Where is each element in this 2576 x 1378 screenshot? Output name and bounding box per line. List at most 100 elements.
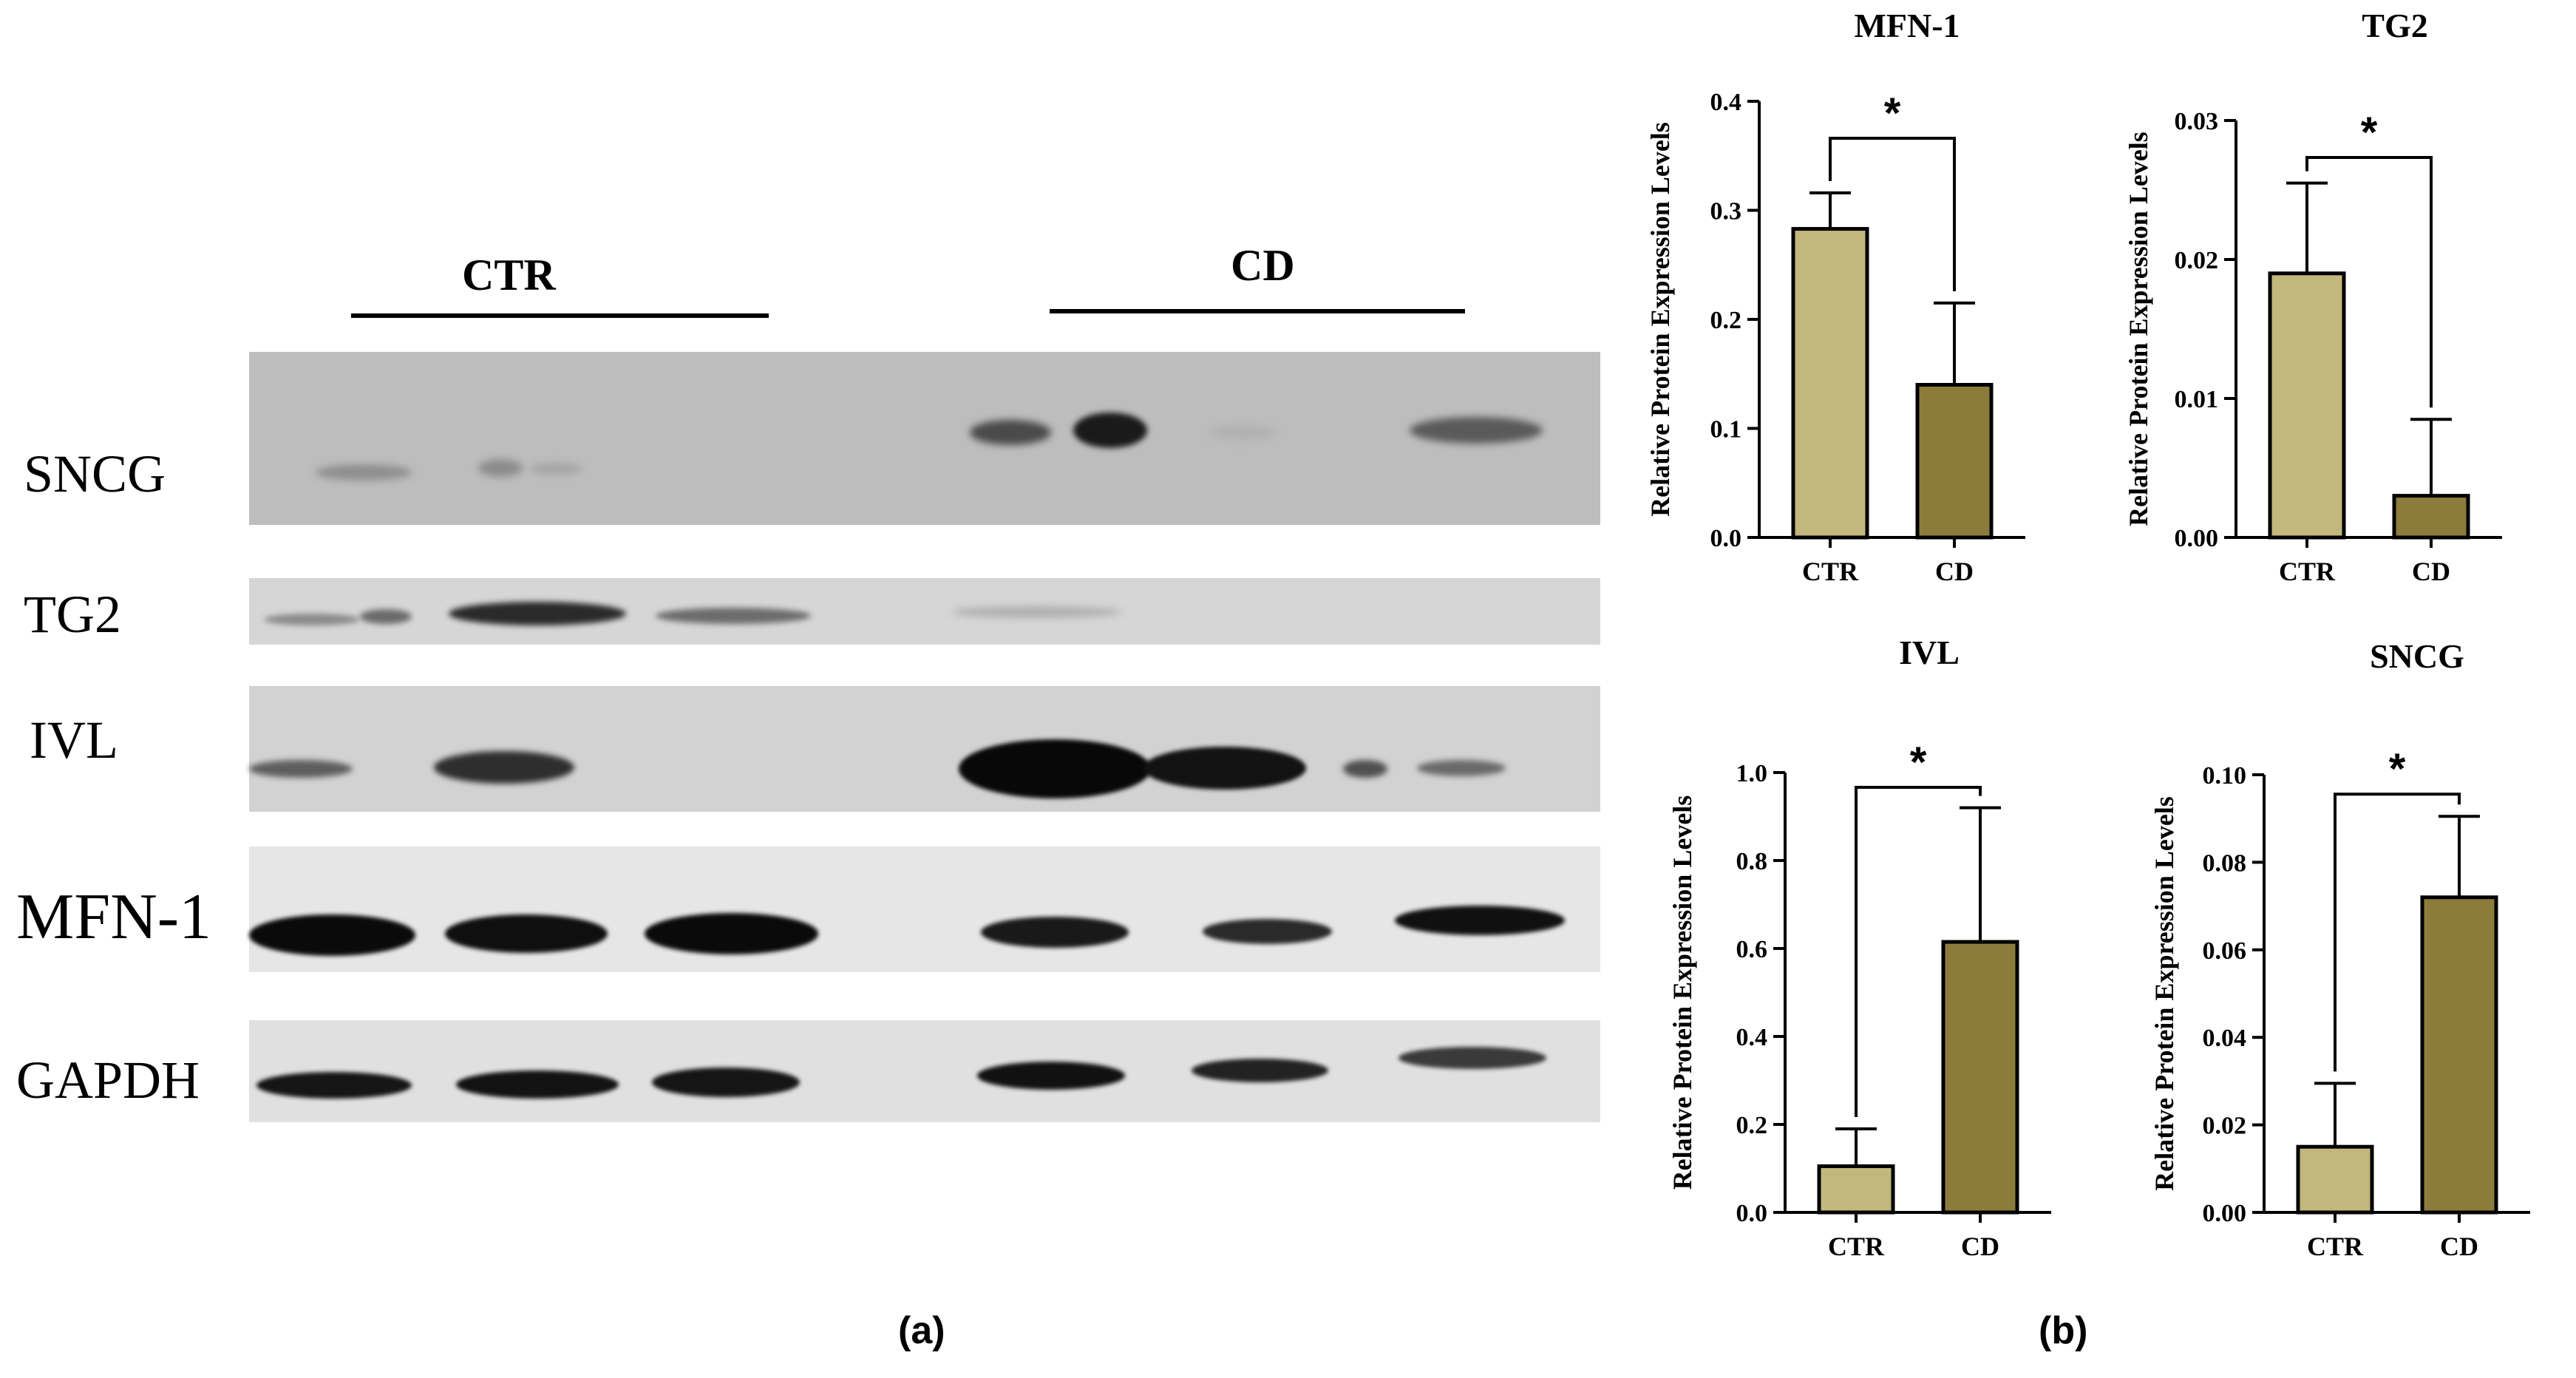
y-tick-label: 0.02 (2203, 1113, 2247, 1140)
chart-title: SNCG (2370, 637, 2464, 675)
y-tick-label: 0.0 (1736, 1200, 1768, 1227)
band (434, 751, 574, 784)
band (951, 606, 1121, 618)
y-tick-label: 0.03 (2175, 108, 2219, 135)
row-label-tg2: TG2 (24, 585, 121, 644)
western-blot-panel: CTR CD SNCG TG2 IVL MFN-1 GAPDH (16, 241, 1600, 1352)
band (1143, 747, 1306, 790)
bar-ctr (2296, 1144, 2374, 1215)
blot-strip-sncg (249, 352, 1600, 525)
band (1210, 426, 1277, 439)
band (445, 914, 608, 953)
panel-label-b: (b) (2039, 1309, 2088, 1352)
band (360, 609, 412, 624)
y-tick-label: 0.8 (1736, 848, 1768, 875)
y-tick-label: 0.6 (1736, 936, 1768, 963)
y-tick-label: 0.2 (1710, 307, 1742, 334)
x-tick-label: CD (1935, 557, 1974, 586)
group-label-ctr: CTR (462, 251, 556, 299)
band (652, 1068, 800, 1097)
blot-strip-ivl (249, 686, 1600, 812)
band (970, 420, 1051, 445)
chart-title: IVL (1899, 634, 1960, 671)
significance-marker: * (1884, 89, 1901, 138)
significance-bracket (2334, 792, 2461, 1072)
significance-bracket (1855, 786, 1982, 1117)
band (249, 760, 353, 778)
bar-cd (1941, 940, 2019, 1215)
y-axis-label: Relative Protein Expression Levels (1645, 122, 1675, 517)
band (977, 1062, 1125, 1090)
group-line-ctr (351, 313, 769, 318)
band (1192, 1059, 1328, 1082)
band (981, 917, 1129, 948)
y-tick-label: 0.04 (2203, 1025, 2247, 1052)
x-tick-label: CD (2440, 1232, 2478, 1261)
bar-ctr (1791, 227, 1869, 540)
y-tick-label: 0.2 (1736, 1112, 1768, 1139)
band (456, 1070, 619, 1099)
y-tick-label: 0.4 (1736, 1024, 1768, 1051)
y-tick-label: 0.06 (2203, 937, 2247, 965)
band (645, 913, 818, 954)
y-tick-label: 0.02 (2175, 247, 2219, 274)
y-axis-label: Relative Protein Expression Levels (1668, 795, 1697, 1190)
y-axis-label: Relative Protein Expression Levels (2150, 796, 2179, 1191)
y-tick-label: 0.10 (2203, 762, 2247, 790)
group-line-cd (1050, 309, 1465, 313)
x-tick-label: CTR (1828, 1232, 1885, 1261)
blot-strip-mfn1 (249, 846, 1600, 972)
band (449, 602, 626, 625)
band (1395, 906, 1565, 935)
band (1343, 760, 1387, 778)
blot-strip-tg2 (249, 578, 1600, 645)
x-tick-label: CTR (2307, 1232, 2364, 1261)
significance-marker: * (1910, 739, 1927, 787)
y-tick-label: 0.1 (1710, 416, 1742, 444)
bar-cd (1915, 383, 1994, 540)
row-label-sncg: SNCG (24, 444, 166, 503)
y-axis-label: Relative Protein Expression Levels (2124, 132, 2153, 526)
band (1073, 413, 1147, 448)
band (1203, 919, 1332, 944)
band (264, 614, 360, 625)
significance-marker: * (2389, 745, 2406, 793)
y-tick-label: 0.08 (2203, 849, 2247, 877)
band (249, 914, 415, 956)
y-tick-label: 0.00 (2175, 525, 2219, 552)
chart-title: TG2 (2362, 7, 2427, 44)
y-tick-label: 0.4 (1710, 89, 1742, 116)
y-tick-label: 0.01 (2175, 386, 2219, 413)
band (256, 1072, 412, 1099)
bar-ctr (1817, 1164, 1895, 1215)
y-tick-label: 0.0 (1710, 525, 1742, 552)
x-tick-label: CD (2412, 557, 2450, 586)
band (316, 464, 412, 481)
significance-bracket (2305, 156, 2433, 408)
band (959, 739, 1151, 798)
chart-title: MFN-1 (1854, 7, 1960, 44)
bar-ctr (2268, 271, 2346, 540)
significance-bracket (1829, 137, 1956, 291)
significance-marker: * (2361, 109, 2378, 157)
panel-label-a: (a) (898, 1309, 945, 1352)
band (656, 608, 811, 624)
group-label-cd: CD (1231, 241, 1295, 290)
row-label-mfn1: MFN-1 (16, 881, 212, 953)
band (1417, 760, 1506, 776)
bar-cd (2420, 895, 2498, 1215)
bar-cd (2392, 494, 2470, 540)
band (1399, 1047, 1546, 1069)
band (1410, 417, 1543, 444)
row-label-ivl: IVL (30, 710, 118, 770)
band (530, 463, 582, 475)
x-tick-label: CD (1961, 1232, 1999, 1261)
x-tick-label: CTR (1802, 557, 1859, 586)
row-label-gapdh: GAPDH (16, 1051, 200, 1110)
y-tick-label: 0.00 (2203, 1200, 2247, 1227)
x-tick-label: CTR (2279, 557, 2336, 586)
y-tick-label: 1.0 (1736, 760, 1768, 787)
band (478, 459, 523, 477)
blot-strip-gapdh (249, 1020, 1600, 1122)
